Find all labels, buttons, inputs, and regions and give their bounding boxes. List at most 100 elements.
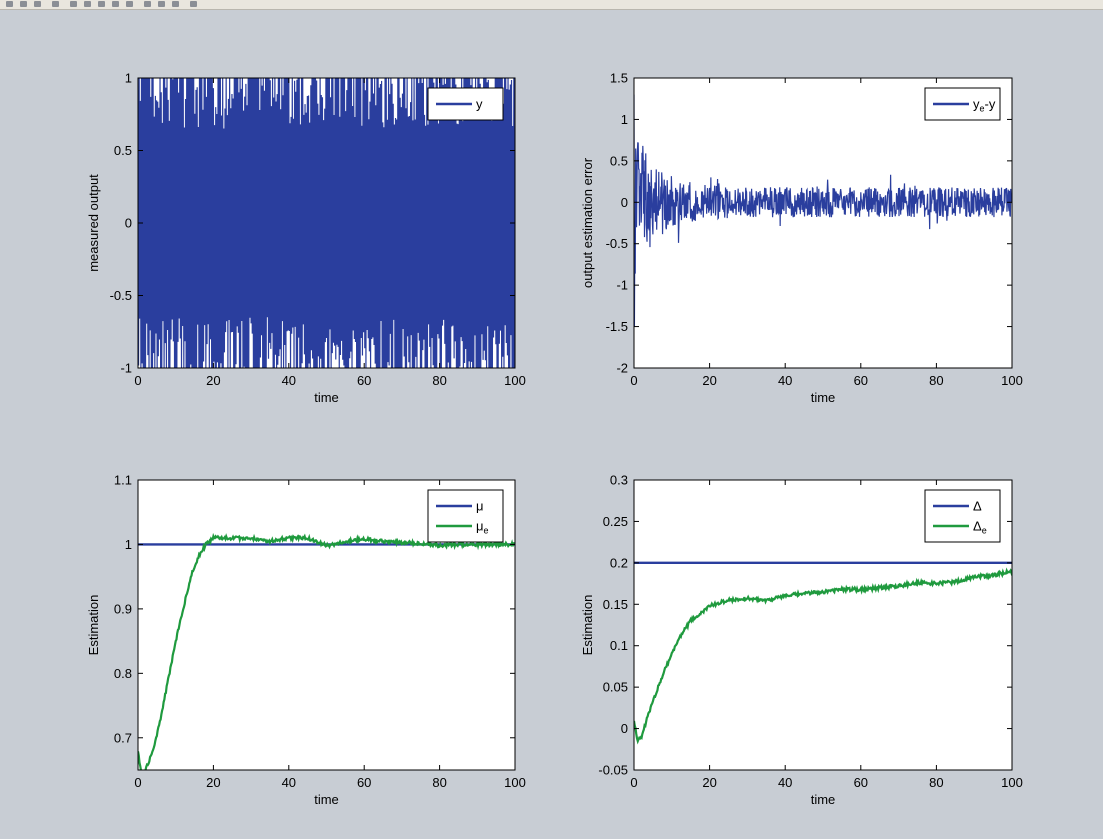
y-tick-label: 0.1 [610,638,628,653]
new-figure-icon[interactable] [6,1,13,7]
legend-label-main: μ [476,519,484,534]
subplot-3: 0 20 40 60 80 100 0.7 0.8 0.9 1 1.1 time Estimation μ… [86,473,526,808]
legend-label-subscript: e [484,526,489,536]
data-layer [634,561,1012,745]
y-tick-label: -2 [616,361,628,376]
legend-label-suffix: -y [985,97,996,112]
y-tick-label: 0.2 [610,555,628,570]
y-tick-label: 0.5 [114,143,132,158]
legend-label-subscript: e [982,526,987,536]
y-axis-label: Estimation [86,595,101,656]
x-tick-label: 0 [134,775,141,790]
legend-label-main: Δ [973,519,982,534]
series-line-estimate [138,532,515,770]
plot-tools-icon[interactable] [190,1,197,7]
y-tick-label: -0.05 [598,763,628,778]
y-tick-label: -0.5 [606,236,628,251]
legend: y [427,87,504,121]
y-tick-label: 0.3 [610,473,628,488]
x-tick-label: 0 [630,373,637,388]
legend-label: Δ [973,499,982,514]
data-layer [138,78,515,368]
legend: ye-y [924,87,1001,121]
x-axis-label: time [811,390,836,405]
legend-label: Δe [973,519,987,536]
y-tick-label: 1.5 [610,71,628,86]
colorbar-icon[interactable] [158,1,165,7]
legend-label: μe [476,519,489,536]
x-tick-label: 60 [357,373,371,388]
y-tick-label: -1.5 [606,319,628,334]
save-icon[interactable] [34,1,41,7]
x-tick-label: 20 [206,373,220,388]
rotate-icon[interactable] [126,1,133,7]
y-tick-label: 0.05 [603,680,628,695]
x-tick-label: 40 [282,373,296,388]
x-axis-label: time [314,792,339,807]
y-tick-label: 1 [621,112,628,127]
y-tick-label: -0.5 [110,288,132,303]
y-tick-label: 1.1 [114,473,132,488]
x-tick-label: 20 [702,775,716,790]
legend-label: μ [476,499,484,514]
x-axis-label: time [314,390,339,405]
y-tick-label: 0.9 [114,601,132,616]
pointer-icon[interactable] [70,1,77,7]
legend-label-subscript: e [980,104,985,114]
y-tick-label: -1 [120,361,132,376]
x-tick-label: 60 [854,775,868,790]
series-line-y [138,78,515,368]
legend-label: y [476,97,483,112]
x-axis-label: time [811,792,836,807]
x-tick-label: 80 [929,373,943,388]
axes-frame [633,77,1013,369]
x-tick-label: 20 [702,373,716,388]
y-tick-label: 0.15 [603,597,628,612]
legend-label-main: Δ [973,499,982,514]
legend-label-main: y [476,97,483,112]
data-layer [138,532,515,770]
x-tick-label: 100 [1001,775,1023,790]
y-tick-label: 0.7 [114,730,132,745]
x-tick-label: 0 [134,373,141,388]
y-tick-label: 0 [621,195,628,210]
legend-icon[interactable] [172,1,179,7]
x-tick-label: 40 [778,775,792,790]
y-tick-label: 0.8 [114,666,132,681]
x-tick-label: 60 [854,373,868,388]
legend-box [427,489,504,543]
x-tick-label: 80 [432,775,446,790]
subplot-1: 0 20 40 60 80 100 -1 -0.5 0 0.5 1 time measured outp… [86,71,526,406]
x-tick-label: 100 [1001,373,1023,388]
figure-toolbar [0,0,1103,10]
y-tick-label: 1 [125,71,132,86]
x-tick-label: 80 [432,373,446,388]
legend-label-main: y [973,97,980,112]
y-tick-label: 0.5 [610,153,628,168]
series-line-error [634,94,1012,327]
zoom-out-icon[interactable] [98,1,105,7]
x-tick-label: 100 [504,373,526,388]
legend-label: ye-y [973,97,996,114]
y-tick-label: 0 [621,721,628,736]
pan-icon[interactable] [112,1,119,7]
print-icon[interactable] [52,1,59,7]
x-tick-label: 0 [630,775,637,790]
series-line-estimate [634,567,1012,745]
axes-frame [137,479,516,771]
y-tick-label: 0.25 [603,514,628,529]
axes-frame [633,479,1013,771]
y-tick-label: 0 [125,216,132,231]
x-tick-label: 80 [929,775,943,790]
open-file-icon[interactable] [20,1,27,7]
zoom-in-icon[interactable] [84,1,91,7]
axes-background [634,78,1012,368]
x-tick-label: 40 [282,775,296,790]
data-cursor-icon[interactable] [144,1,151,7]
subplot-4: 0 20 40 60 80 100-0.0500.050.10.150.20.250.3t… [580,473,1023,808]
data-layer [634,94,1012,327]
legend-box [924,489,1001,543]
figure-window: 0 20 40 60 80 100 -1 -0.5 0 0.5 1 time measured outp… [0,10,1103,834]
x-tick-label: 100 [504,775,526,790]
